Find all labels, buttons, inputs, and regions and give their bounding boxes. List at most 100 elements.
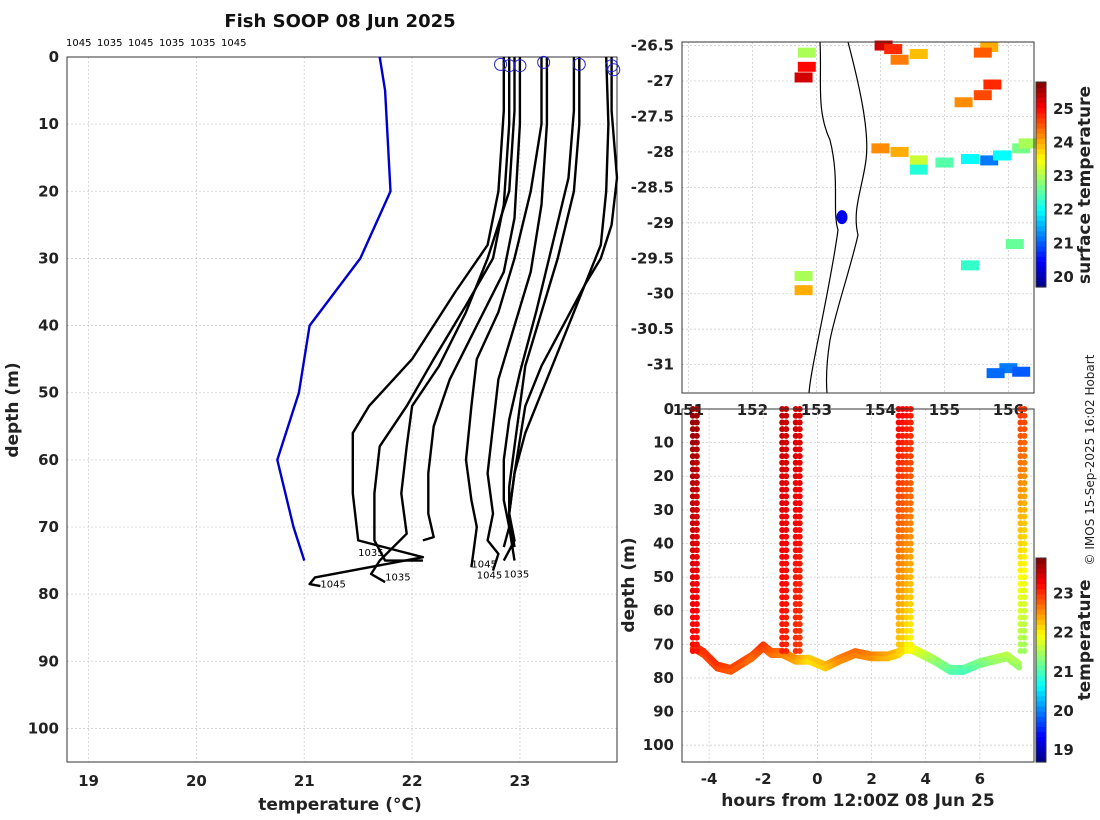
- cast-sample-point: [693, 641, 700, 648]
- cast-sample-point: [907, 439, 914, 446]
- cast-sample-point: [907, 540, 914, 547]
- cast-sample-point: [693, 479, 700, 486]
- colorbar-segment: [1036, 644, 1046, 651]
- map-lon-tick-label: 155: [929, 401, 960, 419]
- cast-sample-point: [907, 479, 914, 486]
- x-tick-label: 20: [186, 772, 207, 790]
- cast-sample-point: [783, 574, 790, 581]
- colorbar-segment: [1036, 205, 1046, 211]
- cast-sample-point: [1021, 587, 1028, 594]
- surface-marker: [537, 55, 551, 69]
- cast-sample-point: [693, 594, 700, 601]
- cast-sample-point: [693, 560, 700, 567]
- cast-time-annotation: 1045: [320, 579, 345, 590]
- sst-patch: [980, 155, 999, 166]
- cast-sample-point: [693, 607, 700, 614]
- cast-sample-point: [693, 486, 700, 493]
- colorbar-tick-label: 22: [1053, 624, 1074, 642]
- sst-patch: [961, 154, 979, 164]
- time-depth-axis-label: depth (m): [619, 537, 639, 632]
- cast-sample-point: [899, 412, 906, 419]
- series-line-profile-3: [369, 57, 516, 584]
- cast-sample-point: [693, 446, 700, 453]
- series-line-profile-2: [373, 57, 511, 562]
- cast-sample-point: [1021, 412, 1028, 419]
- surface-marker: [607, 63, 621, 77]
- cast-sample-point: [693, 432, 700, 439]
- cast-sample-point: [693, 547, 700, 554]
- colorbar-tick-label: 20: [1053, 702, 1074, 720]
- cast-sample-point: [693, 553, 700, 560]
- cast-sample-point: [899, 506, 906, 513]
- depth-tick-label: 60: [653, 602, 674, 620]
- sst-patch: [797, 47, 816, 58]
- y-tick-label: 70: [38, 518, 59, 536]
- colorbar-segment: [1036, 598, 1046, 605]
- colorbar-tick-label: 21: [1053, 234, 1074, 252]
- colorbar-segment: [1036, 614, 1046, 620]
- colorbar-segment: [1036, 169, 1046, 175]
- cast-sample-point: [907, 533, 914, 540]
- sst-patch: [794, 285, 813, 296]
- coastline: [808, 41, 839, 394]
- cast-sample-point: [899, 479, 906, 486]
- cast-sample-point: [693, 466, 700, 473]
- series-line-profile-6: [486, 57, 549, 571]
- y-tick-label: 40: [38, 317, 59, 335]
- profile-plot-frame: [66, 56, 618, 763]
- sst-patch: [1018, 138, 1037, 149]
- cast-sample-point: [783, 466, 790, 473]
- cast-sample-point: [693, 567, 700, 574]
- cast-sample-point: [1021, 614, 1028, 621]
- sst-patch: [993, 150, 1011, 161]
- colorbar-segment: [1036, 568, 1046, 574]
- cast-sample-point: [796, 466, 803, 473]
- cast-sample-point: [693, 419, 700, 426]
- cast-sample-point: [907, 634, 914, 641]
- series-line-profile-10: [508, 57, 619, 548]
- cast-sample-point: [1021, 527, 1028, 534]
- copyright-text: © IMOS 15-Sep-2025 16:02 Hobart: [1083, 354, 1097, 565]
- map-lat-tick-label: -28.5: [631, 178, 674, 196]
- sst-patch: [973, 47, 992, 58]
- cast-sample-point: [1021, 466, 1028, 473]
- colorbar-segment: [1036, 705, 1046, 712]
- colorbar-segment: [1036, 199, 1046, 206]
- cast-sample-point: [899, 587, 906, 594]
- cast-sample-point: [1021, 446, 1028, 453]
- map-lat-tick-label: -27.5: [631, 107, 674, 125]
- cast-sample-point: [899, 466, 906, 473]
- top-cast-label: 1045: [66, 38, 91, 49]
- y-tick-label: 100: [28, 719, 59, 737]
- sst-patch: [954, 97, 973, 108]
- colorbar-segment: [1036, 102, 1046, 109]
- top-cast-label: 1045: [128, 38, 153, 49]
- colorbar-segment: [1036, 184, 1046, 191]
- map-colorbar-label: surface temperature: [1075, 86, 1095, 284]
- x-tick-label: 19: [78, 772, 99, 790]
- cast-sample-point: [1021, 567, 1028, 574]
- cast-sample-point: [783, 426, 790, 433]
- time-tick-label: 0: [812, 770, 822, 788]
- sst-patch: [890, 54, 909, 65]
- cast-sample-point: [907, 506, 914, 513]
- colorbar-segment: [1036, 235, 1046, 242]
- sst-patch: [999, 363, 1018, 374]
- cast-sample-point: [1021, 533, 1028, 540]
- tow-sample-point: [1016, 664, 1023, 671]
- series-line-profile-4: [422, 57, 522, 542]
- colorbar-segment: [1036, 107, 1046, 114]
- cast-sample-point: [783, 432, 790, 439]
- map-plot-frame: [681, 41, 1035, 394]
- colorbar-segment: [1036, 117, 1046, 124]
- cast-sample-point: [783, 446, 790, 453]
- cast-sample-point: [783, 473, 790, 480]
- colorbar-tick-label: 19: [1053, 741, 1074, 759]
- cast-sample-point: [1021, 540, 1028, 547]
- cast-sample-point: [899, 567, 906, 574]
- time-tick-label: -4: [701, 770, 718, 788]
- cast-sample-point: [796, 527, 803, 534]
- cast-sample-point: [796, 594, 803, 601]
- colorbar-segment: [1036, 563, 1046, 569]
